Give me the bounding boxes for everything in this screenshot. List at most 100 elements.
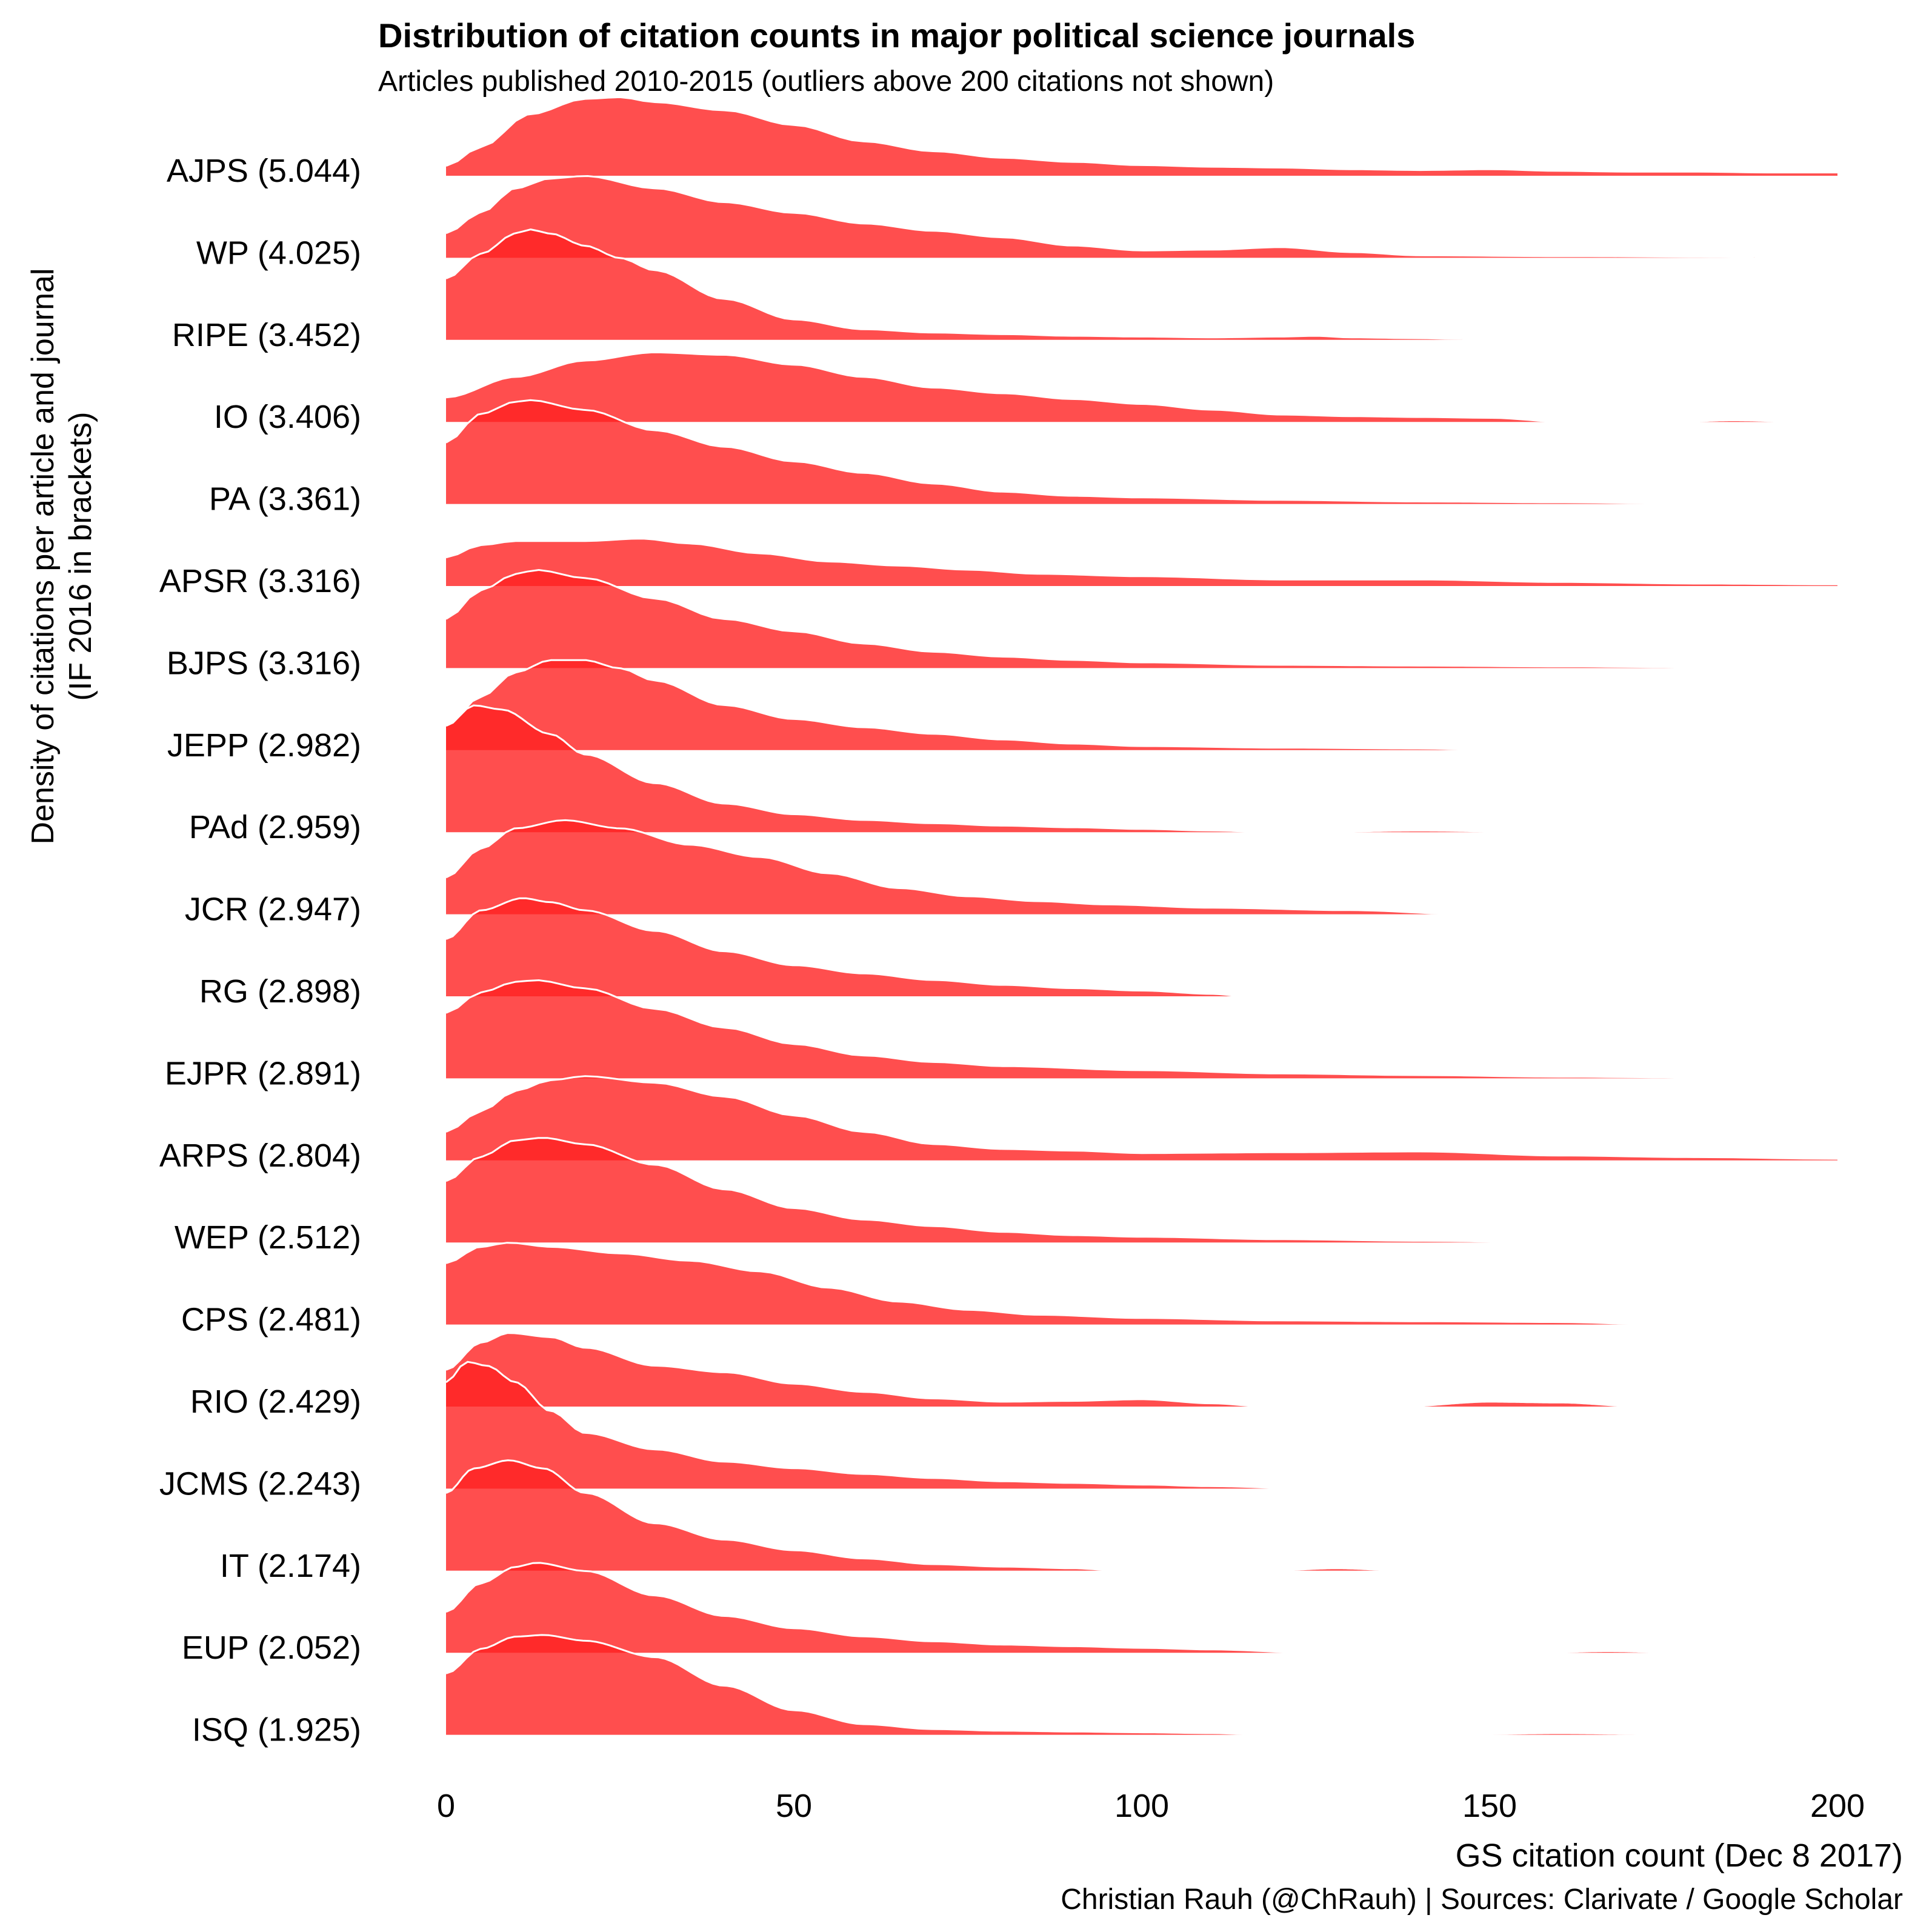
y-tick-label-14: CPS (2.481) xyxy=(181,1302,361,1338)
ridge-14 xyxy=(445,1242,1664,1326)
ridge-area-14-0 xyxy=(446,1242,1664,1325)
ridge-19 xyxy=(445,1634,1699,1736)
y-tick-label-8: PAd (2.959) xyxy=(189,809,361,845)
ridge-outline-5-0 xyxy=(445,538,1837,585)
ridge-outline-4-0 xyxy=(445,399,1713,505)
x-tick-labels: 0 50 100 150 200 xyxy=(437,1788,1865,1824)
ridge-area-11-0 xyxy=(446,980,1837,1079)
ridge-outline-14-0 xyxy=(445,1242,1664,1326)
ridge-outline-17-1 xyxy=(1267,1567,1407,1572)
y-tick-label-16: JCMS (2.243) xyxy=(159,1465,361,1502)
ridge-outline-7-0 xyxy=(445,659,1497,751)
ridge-outline-18-1 xyxy=(1531,1650,1685,1654)
ridge-2 xyxy=(445,228,1462,340)
ridge-outline-15-1 xyxy=(1399,1401,1643,1408)
y-tick-label-2: RIPE (3.452) xyxy=(172,317,361,353)
ridge-area-13-0 xyxy=(446,1138,1553,1243)
ridge-area-2-0 xyxy=(446,229,1462,340)
x-tick-label-2: 100 xyxy=(1114,1788,1169,1824)
ridge-outline-19-1 xyxy=(1441,1732,1699,1736)
ridge-outline-3-0 xyxy=(445,351,1567,423)
ridge-area-9-0 xyxy=(446,820,1469,914)
y-tick-labels: AJPS (5.044) WP (4.025) RIPE (3.452) IO (3.… xyxy=(159,153,361,1748)
y-tick-label-6: BJPS (3.316) xyxy=(167,645,361,681)
ridge-10 xyxy=(445,897,1247,998)
x-tick-label-0: 0 xyxy=(437,1788,455,1824)
ridge-outline-18-0 xyxy=(445,1562,1316,1654)
chart-subtitle: Articles published 2010-2015 (outliers a… xyxy=(378,65,1274,98)
x-tick-label-4: 200 xyxy=(1810,1788,1865,1824)
y-tick-label-1: WP (4.025) xyxy=(196,235,361,271)
ridge-area-4-0 xyxy=(446,400,1713,504)
y-axis-label-line2: (IF 2016 in brackets) xyxy=(63,412,98,701)
ridge-6 xyxy=(445,568,1837,669)
ridge-11 xyxy=(445,979,1837,1079)
ridge-3 xyxy=(445,351,1810,423)
ridge-outline-10-0 xyxy=(445,897,1247,998)
ridge-13 xyxy=(445,1137,1553,1244)
ridge-outline-11-0 xyxy=(445,979,1837,1079)
y-tick-label-7: JEPP (2.982) xyxy=(167,727,361,764)
ridge-0 xyxy=(445,96,1837,176)
ridge-4 xyxy=(445,399,1713,505)
ridge-outline-1-0 xyxy=(445,175,1754,258)
y-tick-label-11: EJPR (2.891) xyxy=(165,1055,361,1091)
ridge-area-12-0 xyxy=(446,1076,1837,1161)
ridge-area-3-0 xyxy=(446,352,1567,422)
ridge-area-18-0 xyxy=(446,1562,1316,1653)
ridge-area-8-0 xyxy=(446,705,1274,833)
x-axis-label: GS citation count (Dec 8 2017) xyxy=(1456,1837,1903,1874)
y-tick-label-19: ISQ (1.925) xyxy=(192,1712,361,1748)
ridge-area-10-0 xyxy=(446,898,1247,996)
ridge-8 xyxy=(445,704,1539,833)
x-tick-label-1: 50 xyxy=(776,1788,812,1824)
ridge-outline-13-0 xyxy=(445,1137,1553,1244)
ridge-7 xyxy=(445,659,1497,751)
x-tick-label-3: 150 xyxy=(1462,1788,1517,1824)
ridge-17 xyxy=(445,1459,1407,1572)
ridge-area-15-0 xyxy=(446,1333,1267,1407)
y-tick-label-12: ARPS (2.804) xyxy=(159,1138,361,1174)
y-axis-label-line1: Density of citations per article and jou… xyxy=(25,268,61,845)
y-tick-label-4: PA (3.361) xyxy=(209,481,361,518)
ridge-outline-19-0 xyxy=(445,1634,1267,1736)
ridge-area-19-0 xyxy=(446,1634,1267,1735)
y-tick-label-17: IT (2.174) xyxy=(220,1548,361,1584)
ridge-outline-9-0 xyxy=(445,819,1469,916)
y-tick-label-13: WEP (2.512) xyxy=(175,1219,361,1256)
ridge-outline-8-0 xyxy=(445,704,1274,833)
ridge-outline-16-0 xyxy=(445,1361,1309,1490)
ridge-outline-8-1 xyxy=(1294,830,1539,833)
ridge-outline-2-0 xyxy=(445,228,1462,340)
y-tick-label-0: AJPS (5.044) xyxy=(167,153,361,189)
ridge-15 xyxy=(445,1332,1643,1408)
ridge-16 xyxy=(445,1361,1309,1490)
y-tick-label-9: JCR (2.947) xyxy=(185,891,361,928)
ridge-outline-0-0 xyxy=(445,96,1837,174)
ridge-outline-12-0 xyxy=(445,1075,1838,1160)
ridge-9 xyxy=(445,819,1469,916)
chart-title: Distribution of citation counts in major… xyxy=(378,16,1415,55)
ridges-group xyxy=(445,96,1838,1736)
y-tick-label-18: EUP (2.052) xyxy=(182,1630,361,1666)
ridge-outline-6-0 xyxy=(445,568,1837,669)
ridge-outline-3-1 xyxy=(1670,419,1810,423)
y-tick-label-10: RG (2.898) xyxy=(199,973,361,1010)
chart-caption: Christian Rauh (@ChRauh) | Sources: Clar… xyxy=(1061,1884,1903,1916)
ridge-1 xyxy=(445,175,1754,258)
ridge-outline-17-0 xyxy=(445,1459,1121,1572)
ridge-18 xyxy=(445,1562,1685,1654)
ridge-area-5-0 xyxy=(446,538,1837,586)
ridge-area-7-0 xyxy=(446,660,1497,750)
ridge-area-1-0 xyxy=(446,176,1754,258)
ridge-outline-15-0 xyxy=(445,1332,1267,1408)
y-tick-label-15: RIO (2.429) xyxy=(190,1384,361,1420)
y-tick-label-3: IO (3.406) xyxy=(214,399,361,435)
ridge-area-16-0 xyxy=(446,1362,1309,1489)
ridge-5 xyxy=(445,538,1837,586)
ridge-area-17-0 xyxy=(446,1460,1121,1571)
ridge-area-6-0 xyxy=(446,570,1837,668)
y-tick-label-5: APSR (3.316) xyxy=(159,563,361,599)
